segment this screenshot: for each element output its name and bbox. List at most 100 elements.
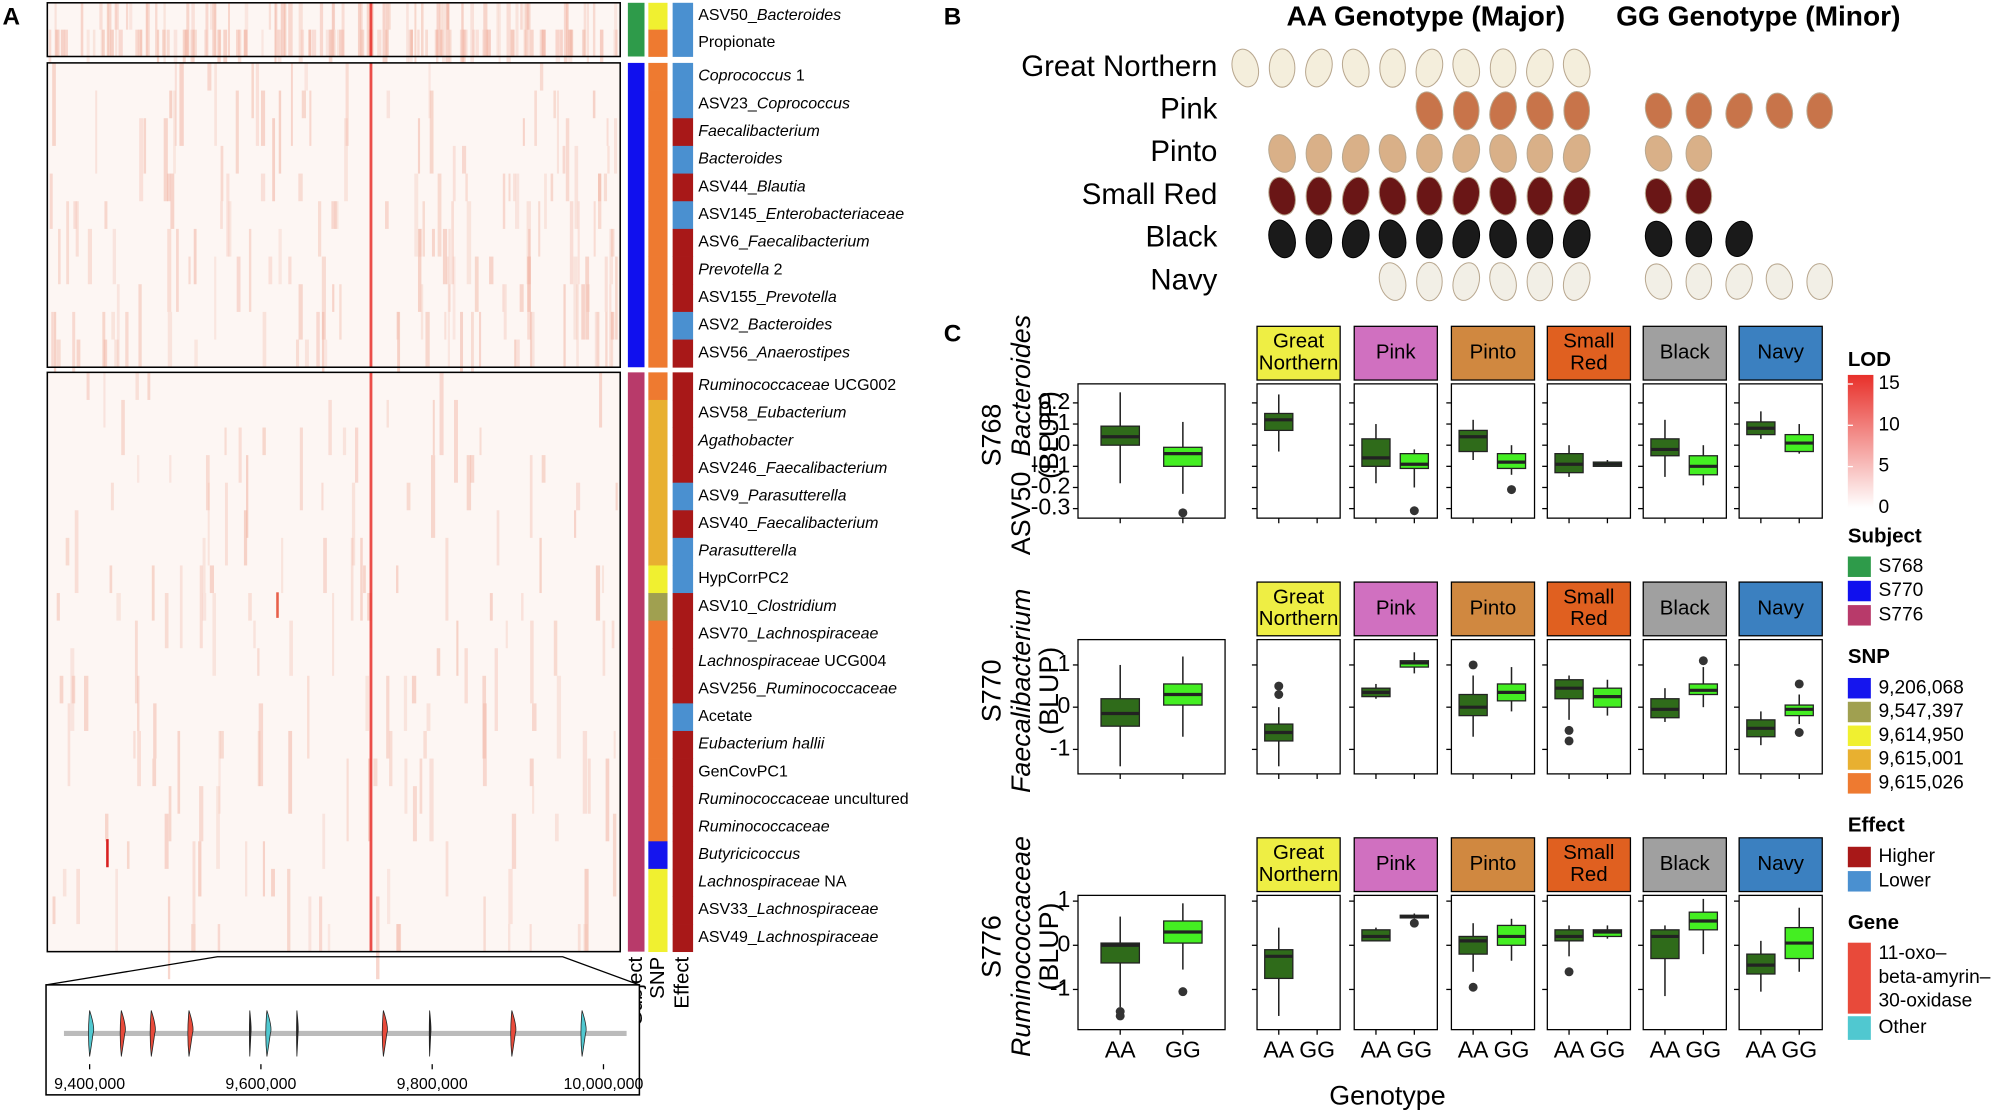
heatmap-texture (581, 29, 586, 57)
heatmap-texture (479, 427, 482, 456)
heatmap-texture (582, 730, 588, 814)
legend-label: S770 (1879, 580, 1924, 601)
heatmap-texture (431, 455, 436, 538)
heatmap-texture (519, 284, 524, 312)
heatmap-texture (216, 786, 220, 869)
plot-panel (1256, 638, 1341, 775)
gene (149, 1010, 156, 1057)
heatmap-texture (111, 29, 114, 57)
italic-text: Lachnospiraceae (698, 653, 820, 670)
x-tick-label: 9,400,000 (54, 1076, 125, 1093)
row-label: Ruminococcaceae (698, 819, 829, 836)
heatmap-texture (577, 924, 581, 952)
y-tick-label: -0.3 (1031, 494, 1071, 520)
bean-name: Navy (1150, 263, 1217, 296)
heatmap-texture (308, 896, 312, 952)
heatmap-texture (164, 593, 169, 649)
heatmap-texture (134, 620, 138, 704)
bean-aa (1489, 262, 1517, 301)
heatmap-texture (595, 565, 601, 621)
colorbar-label: 15 (1879, 373, 1900, 394)
plain-text: ASV23_ (698, 96, 758, 113)
heatmap-texture (553, 90, 556, 119)
row-label: Lachnospiraceae UCG004 (698, 653, 886, 670)
heatmap-texture (587, 758, 591, 814)
effect-cell (672, 648, 694, 677)
heatmap-texture (199, 786, 204, 842)
plain-text: ASV33_ (698, 901, 758, 918)
row-label: Lachnospiraceae NA (698, 874, 847, 891)
heatmap-texture (146, 2, 150, 57)
hotspot-line (369, 372, 373, 952)
heatmap-texture (301, 90, 306, 119)
heatmap-texture (262, 841, 266, 897)
heatmap-texture (510, 29, 515, 57)
snp-cell (648, 201, 668, 230)
heatmap-texture (470, 455, 475, 483)
heatmap-texture (331, 201, 336, 229)
row-label: ASV40_Faecalibacterium (698, 515, 878, 532)
heatmap-texture (244, 2, 249, 30)
heatmap-texture (463, 29, 468, 57)
heatmap-texture (163, 2, 166, 84)
heatmap-texture (290, 62, 293, 146)
heatmap-texture (228, 201, 232, 257)
heatmap-texture (609, 228, 613, 285)
heatmap-texture (298, 2, 303, 84)
heatmap-texture (324, 339, 328, 368)
heatmap-texture (482, 675, 487, 759)
bean-gg (1644, 263, 1673, 300)
facet-label: Northern (1259, 351, 1339, 374)
heatmap-texture (529, 455, 533, 538)
legend-swatch (1847, 871, 1871, 892)
gene (88, 1010, 95, 1057)
bean-gg (1685, 177, 1713, 215)
legend-label: 30-oxidase (1879, 991, 1973, 1012)
bean-gg (1765, 263, 1794, 300)
subject-bar (627, 2, 645, 57)
heatmap-texture (460, 311, 464, 395)
plain-text: Acetate (698, 708, 752, 725)
italic-text: Eubacterium (757, 405, 847, 422)
heatmap-texture (299, 427, 303, 511)
heatmap-texture (274, 2, 277, 84)
heatmap-texture (235, 29, 240, 57)
effect-cell (672, 896, 694, 925)
italic-text: Prevotella (766, 289, 837, 306)
effect-cell (672, 482, 694, 511)
outlier (1274, 681, 1284, 691)
row-label: ASV44_Blautia (698, 179, 806, 196)
heatmap-texture (377, 29, 382, 57)
gene-track-box (45, 984, 641, 1096)
heatmap-texture (253, 620, 256, 649)
heatmap-texture (332, 284, 335, 312)
snp-cell (648, 675, 668, 704)
bean-gg (1806, 92, 1833, 130)
heatmap-texture (248, 228, 252, 312)
facet-strip (1353, 325, 1438, 381)
x-tick-label: GG (1685, 1036, 1721, 1062)
heatmap-texture (601, 565, 605, 594)
x-tick-label: GG (1781, 1036, 1817, 1062)
bean-aa (1489, 219, 1517, 259)
heatmap-texture (64, 29, 68, 57)
heatmap-border (46, 2, 621, 58)
heatmap-texture (367, 2, 371, 57)
heatmap-texture (508, 924, 511, 952)
heatmap-texture (406, 482, 411, 511)
hotspot-line (369, 2, 373, 57)
heatmap-texture (354, 427, 359, 483)
box (1650, 929, 1680, 960)
heatmap-texture (615, 29, 618, 57)
effect-cell (672, 730, 694, 759)
heatmap-texture (466, 455, 472, 511)
heatmap-texture (99, 2, 103, 30)
row-label: ASV6_Faecalibacterium (698, 234, 869, 251)
box (1163, 446, 1203, 467)
heatmap-texture (610, 228, 615, 257)
heatmap-texture (133, 730, 136, 759)
heatmap-texture (483, 896, 486, 952)
gene (249, 1010, 252, 1057)
box (1100, 942, 1141, 964)
